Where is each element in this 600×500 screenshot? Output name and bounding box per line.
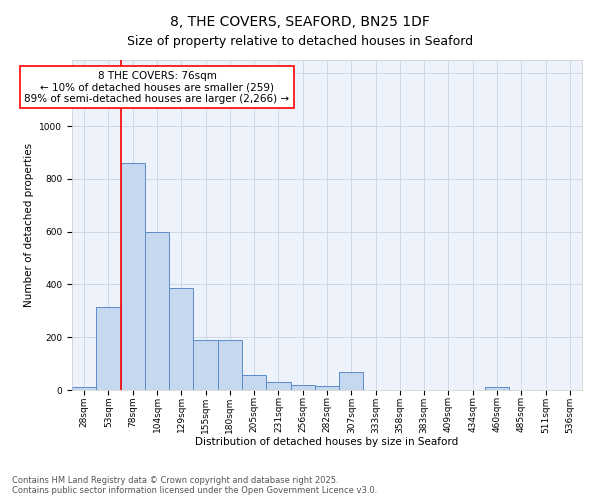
Y-axis label: Number of detached properties: Number of detached properties [24,143,34,307]
Bar [485,388,509,390]
Bar [339,372,364,390]
Text: Contains HM Land Registry data © Crown copyright and database right 2025.
Contai: Contains HM Land Registry data © Crown c… [12,476,377,495]
Text: Size of property relative to detached houses in Seaford: Size of property relative to detached ho… [127,35,473,48]
Bar [193,340,218,390]
Bar [315,386,339,390]
X-axis label: Distribution of detached houses by size in Seaford: Distribution of detached houses by size … [196,437,458,447]
Bar [242,376,266,390]
Text: 8 THE COVERS: 76sqm
← 10% of detached houses are smaller (259)
89% of semi-detac: 8 THE COVERS: 76sqm ← 10% of detached ho… [25,70,290,104]
Bar [290,384,315,390]
Text: 8, THE COVERS, SEAFORD, BN25 1DF: 8, THE COVERS, SEAFORD, BN25 1DF [170,15,430,29]
Bar [169,288,193,390]
Bar [218,340,242,390]
Bar [266,382,290,390]
Bar [121,163,145,390]
Bar [96,307,121,390]
Bar [145,232,169,390]
Bar [72,388,96,390]
